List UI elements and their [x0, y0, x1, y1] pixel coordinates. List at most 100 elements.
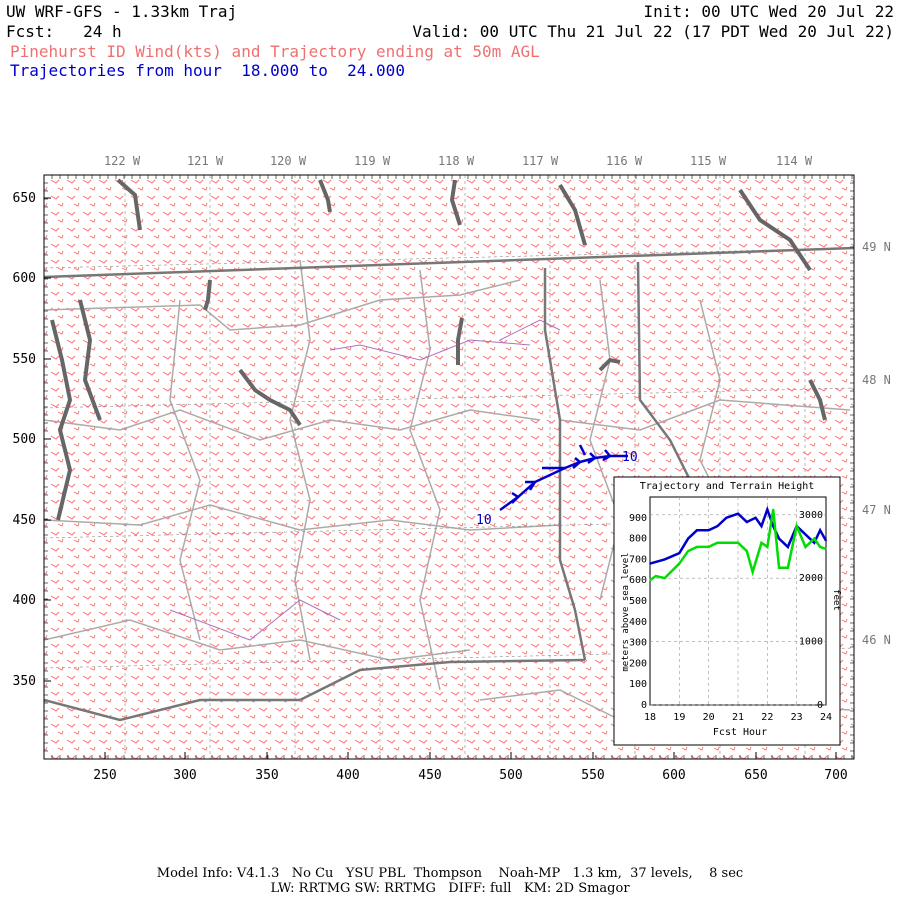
- inset-x-tick: 21: [732, 712, 744, 723]
- terrain-height-point: [787, 566, 789, 569]
- inset-ylabel: meters above sea level: [621, 552, 631, 671]
- inset-x-tick: 19: [673, 712, 685, 723]
- inset-x-tick: 20: [703, 712, 715, 723]
- state-borders: [44, 246, 854, 722]
- inset-y2-tick: 3000: [799, 510, 823, 521]
- inset-y-tick: 800: [629, 534, 647, 545]
- init-time: Init: 00 UTC Wed 20 Jul 22: [643, 2, 894, 21]
- longitude-label: 115 W: [690, 154, 727, 168]
- terrain-height-point: [795, 525, 798, 527]
- inset-ylabel-right: feet: [831, 589, 841, 611]
- inset-title: Trajectory and Terrain Height: [640, 481, 815, 492]
- terrain-height-point: [655, 575, 657, 577]
- longitude-label: 120 W: [270, 154, 307, 168]
- inset-x-tick: 18: [644, 712, 656, 723]
- inset-y-tick: 900: [629, 513, 647, 524]
- inset-xlabel: Fcst Hour: [713, 727, 767, 738]
- latitude-label: 46 N: [862, 633, 891, 647]
- terrain-height-point: [813, 537, 816, 540]
- forecast-hour: Fcst: 24 h: [6, 22, 122, 41]
- map-axes: 250 300 350 400 450 500 550 600 650 700 650 600 550 5…: [13, 154, 891, 783]
- terrain-height-point: [819, 546, 821, 548]
- y-tick-label: 550: [13, 352, 36, 367]
- trajectory-path: [499, 444, 628, 512]
- trajectory-end-label: 10: [622, 450, 638, 465]
- inset-x-tick: 23: [791, 712, 803, 723]
- inset-chart: Trajectory and Terrain Height meters abo…: [613, 476, 841, 746]
- x-tick-label: 450: [418, 768, 441, 783]
- x-tick-label: 350: [255, 768, 278, 783]
- terrain-height-point: [760, 541, 763, 544]
- trajectory-height-point: [678, 552, 681, 554]
- model-info-line2: LW: RRTMG SW: RRTMG DIFF: full KM: 2D Sm…: [270, 881, 630, 896]
- y-tick-label: 450: [13, 513, 36, 528]
- trajectory-height-point: [649, 562, 651, 565]
- trajectory-height-point: [819, 529, 821, 532]
- terrain-height-point: [649, 579, 651, 581]
- inset-y-tick: 400: [629, 617, 647, 628]
- inset-x-tick: 22: [761, 712, 773, 723]
- y-tick-label: 400: [13, 593, 36, 608]
- trajectory-height-point: [804, 533, 807, 536]
- terrain-height-point: [772, 508, 774, 511]
- terrain-height-point: [707, 546, 710, 548]
- x-tick-label: 650: [744, 768, 767, 783]
- trajectory-height-point: [707, 529, 710, 532]
- x-tick-label: 550: [581, 768, 604, 783]
- inset-y2-tick: 1000: [799, 637, 823, 648]
- trajectory-hours: Trajectories from hour 18.000 to 24.000: [10, 61, 405, 80]
- trajectory-height-point: [725, 517, 728, 519]
- inset-y-tick: 500: [629, 596, 647, 607]
- latitude-label: 48 N: [862, 373, 891, 387]
- terrain-height-point: [746, 550, 748, 552]
- trajectory-height-point: [787, 546, 789, 548]
- y-tick-label: 350: [13, 674, 36, 689]
- trajectory-height-point: [716, 525, 719, 527]
- terrain-height-point: [766, 546, 769, 548]
- x-tick-label: 700: [824, 768, 847, 783]
- terrain-height-point: [825, 548, 827, 550]
- model-title: UW WRF-GFS - 1.33km Traj: [6, 2, 238, 21]
- y-tick-label: 600: [13, 271, 36, 286]
- map-subtitle: Pinehurst ID Wind(kts) and Trajectory en…: [10, 42, 540, 61]
- trajectory-height-point: [687, 537, 689, 540]
- longitude-label: 114 W: [776, 154, 813, 168]
- water-bodies: [50, 178, 827, 521]
- rivers: [169, 319, 561, 641]
- x-tick-label: 300: [173, 768, 196, 783]
- terrain-height-point: [663, 577, 666, 579]
- map-frame: [43, 174, 855, 760]
- x-tick-label: 400: [336, 768, 359, 783]
- terrain-height-point: [696, 546, 698, 548]
- terrain-height-point: [716, 541, 719, 544]
- longitude-label: 121 W: [187, 154, 224, 168]
- trajectory-height-point: [766, 508, 769, 511]
- inset-y-tick: 600: [629, 575, 647, 586]
- y-tick-label: 650: [13, 191, 36, 206]
- terrain-height-point: [778, 566, 780, 569]
- trajectory-height-point: [746, 521, 748, 523]
- latitude-label: 49 N: [862, 240, 891, 254]
- trajectory-height-point: [778, 537, 780, 540]
- trajectory-height-point: [696, 529, 698, 532]
- terrain-height-point: [737, 541, 739, 544]
- trajectory-height-point: [813, 541, 816, 544]
- inset-y2-tick: 2000: [799, 573, 823, 584]
- y-tick-label: 500: [13, 432, 36, 447]
- latitude-label: 47 N: [862, 503, 891, 517]
- longitude-label: 119 W: [354, 154, 391, 168]
- trajectory-height-point: [760, 525, 763, 527]
- x-tick-label: 500: [499, 768, 522, 783]
- terrain-height-point: [725, 541, 728, 544]
- inset-y-tick: 700: [629, 554, 647, 565]
- trajectory-start-label: 10: [476, 513, 492, 528]
- trajectory-height-point: [663, 558, 666, 561]
- longitude-label: 116 W: [606, 154, 643, 168]
- inset-y-tick: 0: [641, 700, 647, 711]
- inset-y2-tick: 0: [817, 700, 823, 711]
- terrain-height-point: [678, 562, 681, 565]
- longitude-label: 118 W: [438, 154, 475, 168]
- terrain-height-line: [649, 509, 827, 582]
- model-info-line1: Model Info: V4.1.3 No Cu YSU PBL Thompso…: [156, 866, 744, 881]
